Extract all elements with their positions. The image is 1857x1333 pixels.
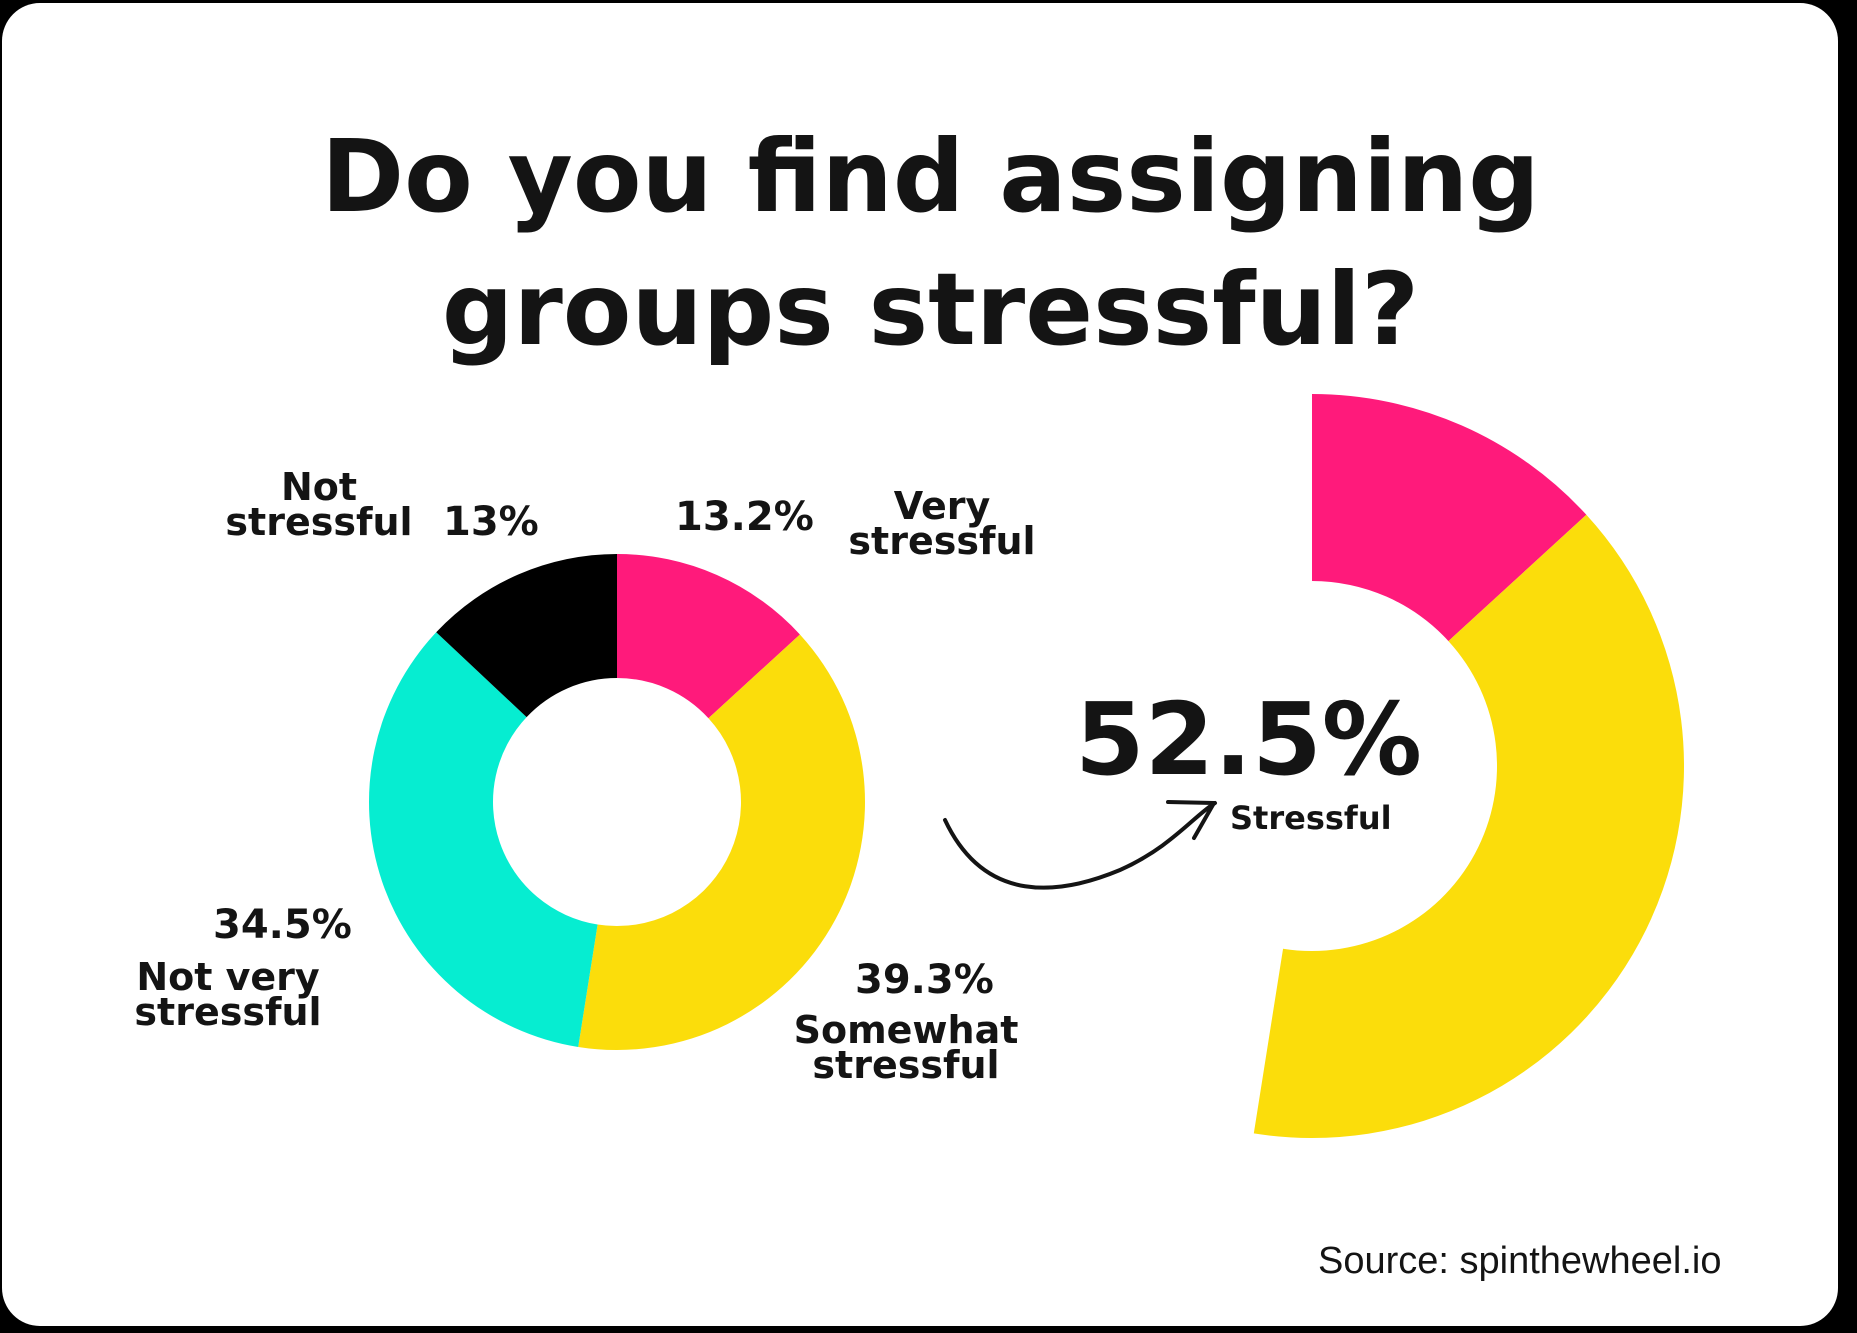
label-not-very-stressful: Not very stressful [128, 958, 328, 1031]
arrow-icon [943, 801, 1217, 890]
label-very-stressful-line1: Very [893, 484, 991, 528]
value-somewhat-stressful: 39.3% [855, 957, 994, 1003]
label-not-stressful-line1: Not [280, 465, 358, 509]
chart-title-line-1: Do you find assigning [321, 118, 1540, 235]
source-credit: Source: spinthewheel.io [1318, 1240, 1722, 1282]
donut-slice-very-stressful [617, 554, 800, 719]
stressful-slice-2 [1253, 514, 1684, 1138]
stressful-slice-1 [1312, 394, 1587, 642]
donut-slice-somewhat-stressful [578, 634, 865, 1050]
value-very-stressful: 13.2% [675, 494, 814, 540]
stressful-total-value: 52.5% [1075, 681, 1422, 798]
value-not-very-stressful: 34.5% [213, 902, 352, 948]
stressful-total-label: Stressful [1230, 799, 1392, 837]
label-somewhat-stressful-line1: Somewhat [793, 1008, 1019, 1052]
label-somewhat-stressful: Somewhat stressful [786, 1011, 1026, 1084]
label-not-stressful: Not stressful [219, 468, 419, 541]
label-not-very-stressful-line1: Not very [136, 955, 320, 999]
stressful-half-donut [1253, 394, 1684, 1138]
label-not-stressful-line2: stressful [225, 500, 413, 544]
value-not-stressful: 13% [443, 499, 539, 545]
label-very-stressful: Very stressful [842, 487, 1042, 560]
chart-title-line-2: groups stressful? [441, 251, 1420, 368]
label-somewhat-stressful-line2: stressful [812, 1043, 1000, 1087]
label-not-very-stressful-line2: stressful [134, 990, 322, 1034]
donut-chart [369, 554, 865, 1050]
donut-slice-not-very-stressful [369, 632, 598, 1047]
arrow-head [1166, 800, 1216, 840]
donut-slice-not-stressful [436, 554, 617, 718]
label-very-stressful-line2: stressful [848, 519, 1036, 563]
